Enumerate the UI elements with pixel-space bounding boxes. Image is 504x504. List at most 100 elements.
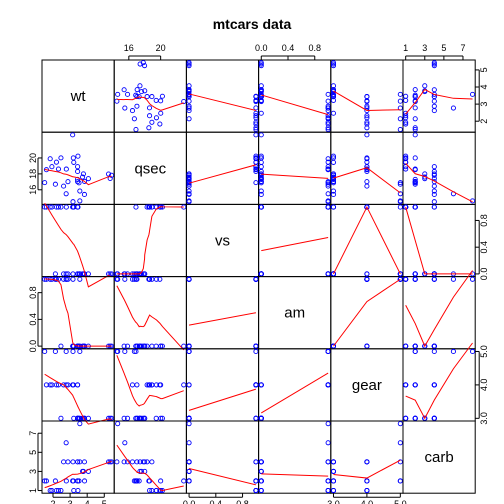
data-point (75, 153, 81, 159)
data-point (431, 98, 437, 104)
panel-am-vs-vs (185, 276, 260, 350)
tick-label: 0.0 (255, 43, 268, 53)
data-point (403, 97, 409, 103)
data-point (325, 126, 331, 133)
smooth-line (188, 164, 257, 184)
smooth-line (116, 444, 184, 491)
data-point (431, 87, 437, 93)
tick-label: 0.4 (210, 499, 223, 504)
panel-border (258, 131, 332, 205)
data-point (52, 181, 58, 187)
data-point (258, 478, 264, 484)
data-point (124, 91, 131, 97)
data-point (81, 191, 87, 198)
data-point (49, 204, 55, 210)
data-point (258, 191, 264, 198)
data-point (253, 153, 259, 159)
data-point (158, 343, 164, 349)
data-point (49, 382, 55, 388)
data-point (412, 204, 418, 210)
data-point (81, 178, 88, 184)
data-point (325, 487, 331, 494)
data-point (115, 348, 121, 355)
data-point (330, 191, 337, 198)
data-point (71, 487, 77, 494)
data-point (253, 478, 259, 484)
tick-label: 0.0 (183, 499, 196, 504)
data-point (412, 382, 418, 388)
data-point (153, 97, 159, 103)
data-point (181, 98, 187, 105)
data-point (450, 105, 456, 111)
data-point (403, 204, 409, 210)
data-point (258, 468, 264, 474)
data-point (431, 343, 437, 349)
panel-am-vs-qsec (113, 276, 187, 351)
data-point (330, 110, 337, 116)
data-point (325, 116, 331, 122)
panel-border (258, 203, 332, 278)
data-point (253, 180, 259, 186)
diagonal-label-vs: vs (215, 233, 230, 250)
data-point (63, 166, 69, 172)
smooth-line (405, 270, 473, 348)
smooth-line (44, 373, 112, 425)
data-point (158, 415, 164, 421)
data-point (158, 110, 164, 116)
data-point (58, 415, 64, 421)
axis-top-qsec: 16 20 (124, 43, 166, 60)
smooth-line (188, 312, 257, 326)
data-point (106, 415, 112, 421)
data-point (186, 478, 192, 484)
data-point (431, 63, 437, 69)
tick-label: 0.8 (236, 499, 249, 504)
data-point (258, 153, 264, 159)
data-point (63, 348, 69, 355)
data-point (258, 155, 264, 161)
data-point (253, 98, 259, 105)
smooth-line (333, 167, 401, 194)
data-point (131, 116, 137, 122)
data-point (107, 459, 113, 465)
smooth-line (116, 285, 185, 351)
data-point (131, 276, 137, 282)
tick-label: 5 (441, 43, 446, 53)
data-point (364, 156, 370, 162)
panel-am-vs-carb (402, 270, 476, 350)
data-point (75, 487, 81, 494)
data-point (122, 348, 128, 355)
data-point (253, 113, 259, 119)
data-point (253, 276, 259, 282)
data-point (121, 459, 127, 465)
panel-wt-vs-carb (402, 59, 476, 133)
data-point (450, 276, 456, 282)
data-point (186, 468, 192, 474)
data-point (431, 103, 437, 109)
data-point (75, 168, 81, 175)
tick-label: 4 (479, 85, 489, 90)
tick-label: 0.0 (479, 268, 489, 281)
data-point (325, 91, 331, 97)
tick-label: 5 (28, 450, 38, 455)
data-point (325, 105, 331, 111)
data-point (149, 382, 155, 388)
data-point (330, 487, 337, 494)
smooth-line (188, 388, 257, 411)
data-point (42, 180, 48, 186)
data-point (364, 271, 370, 277)
data-point (397, 91, 403, 97)
data-point (253, 105, 259, 111)
data-point (253, 94, 259, 100)
data-point (325, 421, 331, 427)
panel-vs-vs-gear (330, 203, 404, 278)
panels-layer: wt qsec vs am gear carb (41, 59, 476, 494)
axis-right-wt: 2 3 4 5 (475, 67, 489, 124)
panel-carb-vs-vs (185, 420, 260, 494)
data-point (115, 276, 121, 282)
data-point (149, 94, 155, 100)
data-point (115, 91, 121, 97)
data-point (253, 168, 259, 175)
data-point (47, 382, 53, 388)
data-point (133, 276, 139, 282)
data-point (364, 459, 370, 465)
